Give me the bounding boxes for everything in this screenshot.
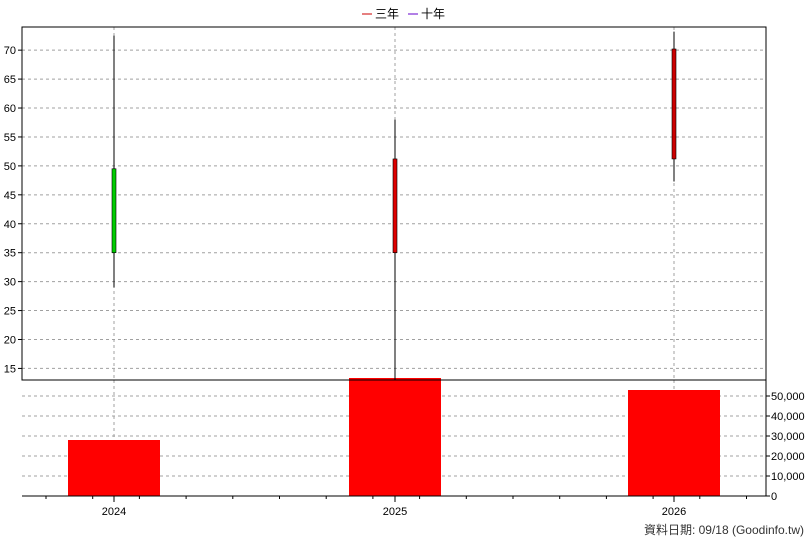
volume-tick-label-4: 40,000 — [771, 411, 805, 423]
x-tick-label-2026: 2026 — [662, 506, 686, 518]
price-tick-label-65: 65 — [4, 74, 16, 86]
legend: 三年 十年 — [362, 7, 445, 21]
x-tick-label-2024: 2024 — [102, 506, 126, 518]
price-tick-label-35: 35 — [4, 248, 16, 260]
volume-bar-2025 — [349, 378, 441, 496]
price-tick-label-55: 55 — [4, 132, 16, 144]
volume-tick-label-2: 20,000 — [771, 451, 805, 463]
volume-tick-label-1: 10,000 — [771, 471, 805, 483]
price-tick-label-70: 70 — [4, 45, 16, 57]
price-tick-label-25: 25 — [4, 306, 16, 318]
volume-bar-2024 — [68, 440, 160, 496]
price-tick-label-40: 40 — [4, 219, 16, 231]
candle-body-2025 — [392, 158, 398, 253]
price-tick-label-60: 60 — [4, 103, 16, 115]
candle-body-2024 — [111, 168, 117, 253]
price-tick-label-30: 30 — [4, 277, 16, 289]
price-tick-label-45: 45 — [4, 190, 16, 202]
volume-bars — [68, 378, 720, 496]
plot-frames — [21, 26, 767, 497]
volume-tick-label-0: 0 — [771, 491, 777, 503]
price-frame — [21, 26, 767, 381]
volume-bar-2026 — [628, 390, 720, 496]
candles — [111, 31, 677, 380]
candle-body-2026 — [671, 48, 677, 160]
x-tick-label-2025: 2025 — [383, 506, 407, 518]
volume-tick-label-3: 30,000 — [771, 431, 805, 443]
price-tick-label-20: 20 — [4, 334, 16, 346]
price-tick-label-50: 50 — [4, 161, 16, 173]
axis-labels: 152025303540455055606570010,00020,00030,… — [4, 45, 805, 518]
price-tick-label-15: 15 — [4, 363, 16, 375]
legend-label-0: 三年 — [375, 7, 399, 21]
legend-label-1: 十年 — [421, 7, 445, 21]
data-date-footer: 資料日期: 09/18 (Goodinfo.tw) — [643, 523, 804, 537]
volume-tick-label-5: 50,000 — [771, 391, 805, 403]
